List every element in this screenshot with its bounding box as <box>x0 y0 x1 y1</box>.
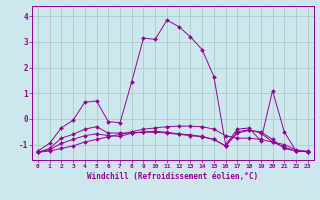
X-axis label: Windchill (Refroidissement éolien,°C): Windchill (Refroidissement éolien,°C) <box>87 172 258 181</box>
